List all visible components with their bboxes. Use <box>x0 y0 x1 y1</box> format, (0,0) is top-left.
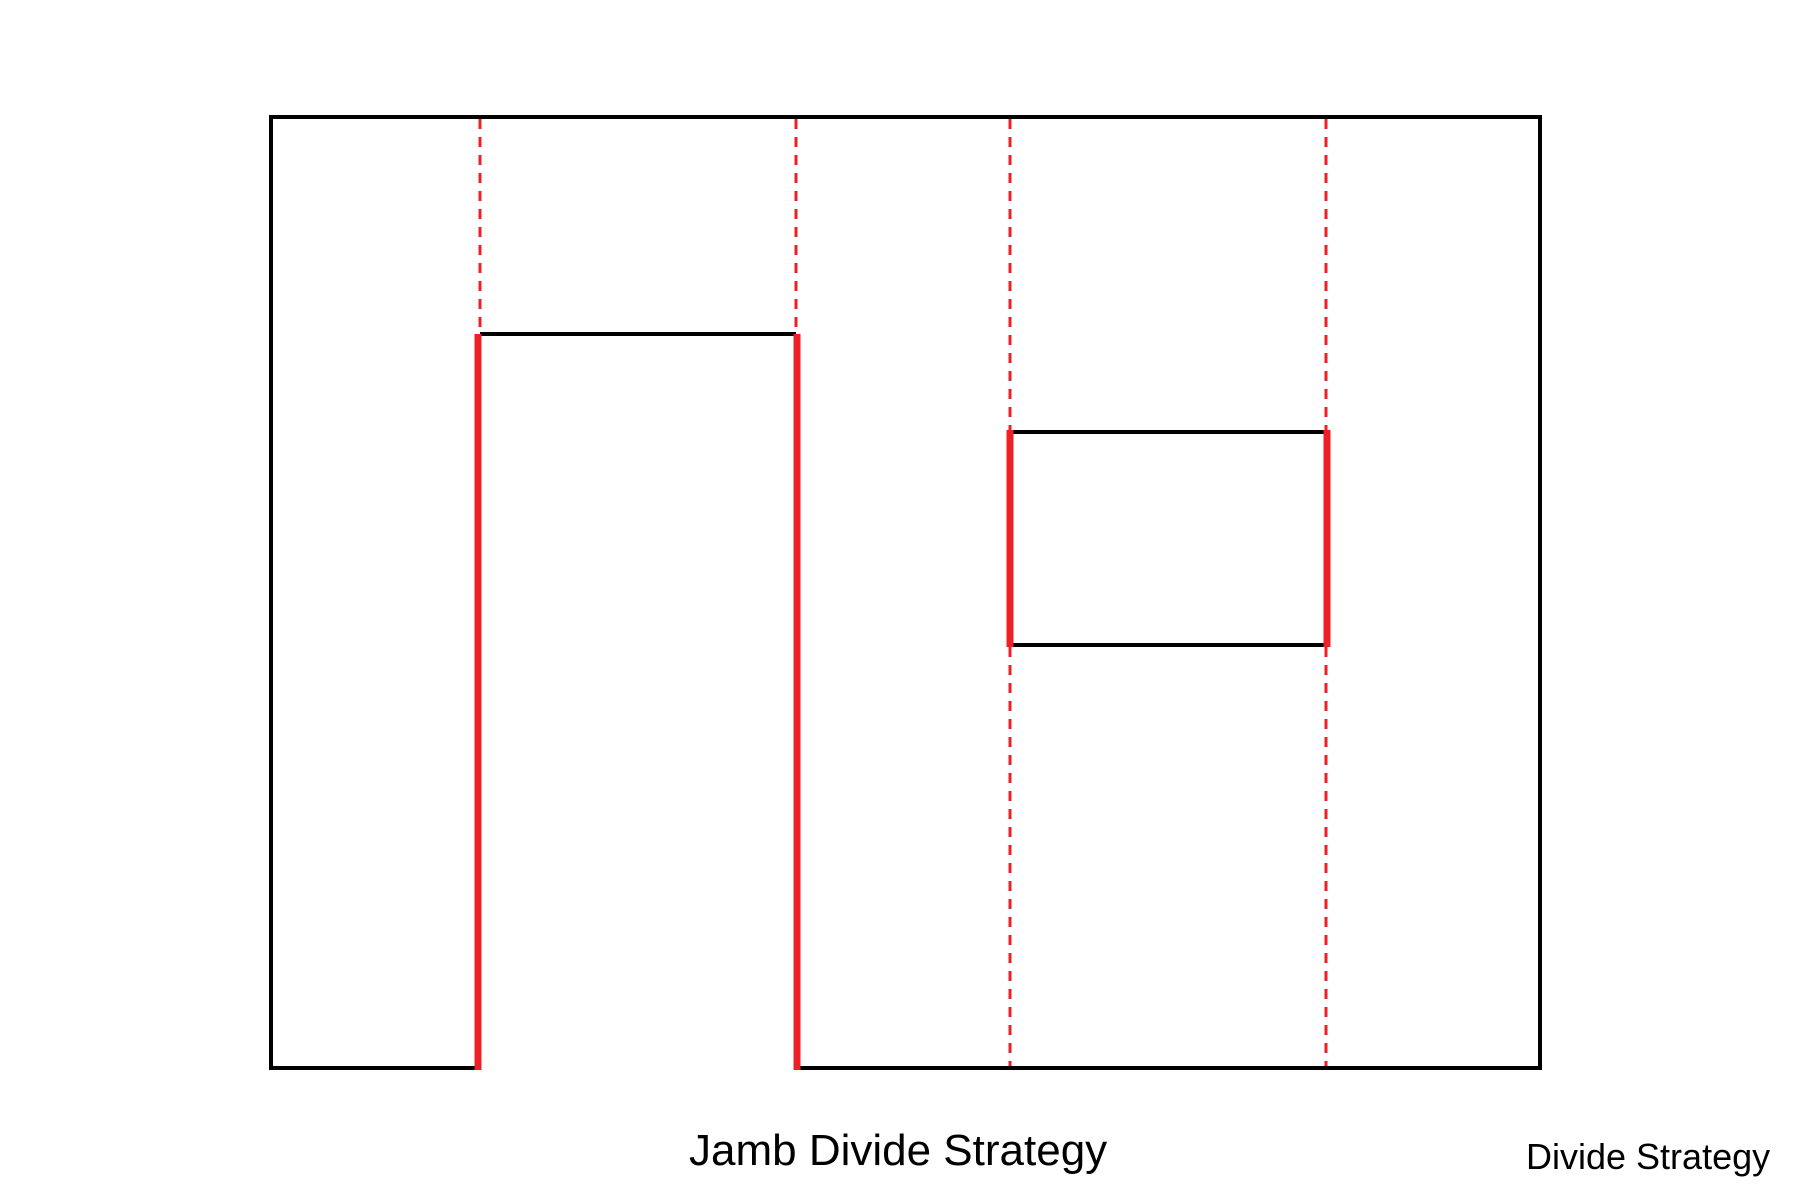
diagram-label: Divide Strategy <box>1526 1136 1771 1177</box>
diagram-title: Jamb Divide Strategy <box>689 1126 1108 1175</box>
wall-outline <box>269 115 1542 1070</box>
